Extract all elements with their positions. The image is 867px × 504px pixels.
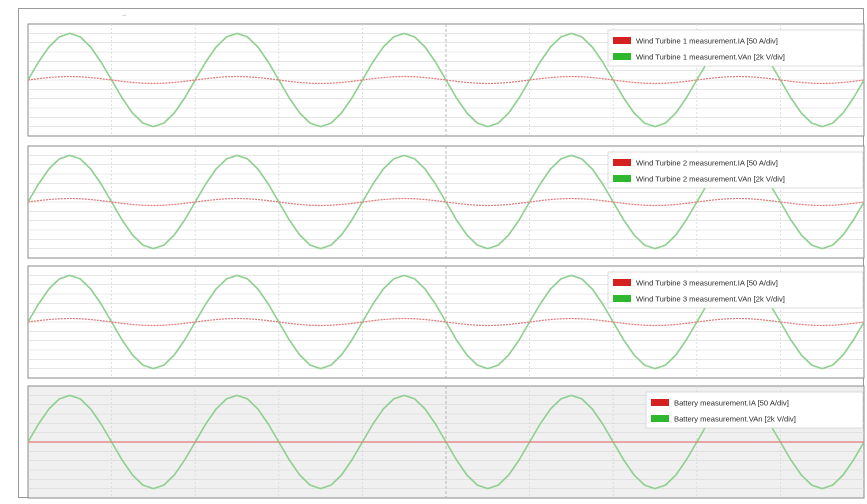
legend: Wind Turbine 2 measurement.IA [50 A/div]… [607, 151, 864, 189]
legend-swatch-current [613, 159, 631, 166]
legend-swatch-current [651, 399, 669, 406]
legend-box [607, 29, 864, 67]
legend-label-current: Wind Turbine 2 measurement.IA [50 A/div] [636, 159, 778, 168]
legend: Battery measurement.IA [50 A/div] Battery… [645, 391, 864, 429]
scope-panel-1: Wind Turbine 1 measurement.IA [50 A/div]… [27, 23, 865, 137]
grid [28, 146, 864, 258]
current-trace [27, 75, 865, 85]
legend-swatch-voltage [613, 175, 631, 182]
legend-box [607, 151, 864, 189]
current-trace [27, 197, 865, 207]
legend-swatch-current [613, 279, 631, 286]
legend-label-voltage: Battery measurement.VAn [2k V/div] [674, 415, 796, 424]
legend-swatch-voltage [651, 415, 669, 422]
legend: Wind Turbine 3 measurement.IA [50 A/div]… [607, 271, 864, 309]
legend-label-current: Wind Turbine 3 measurement.IA [50 A/div] [636, 279, 778, 288]
legend-box [607, 271, 864, 309]
time-marker: → [121, 12, 128, 18]
legend-box [645, 391, 864, 429]
scope-panel-3: Wind Turbine 3 measurement.IA [50 A/div]… [27, 265, 865, 379]
legend-swatch-voltage [613, 53, 631, 60]
scope-panel-2: Wind Turbine 2 measurement.IA [50 A/div]… [27, 145, 865, 259]
legend-swatch-voltage [613, 295, 631, 302]
legend-label-current: Wind Turbine 1 measurement.IA [50 A/div] [636, 37, 778, 46]
current-trace [27, 317, 865, 327]
legend-label-voltage: Wind Turbine 1 measurement.VAn [2k V/div… [636, 53, 785, 62]
legend: Wind Turbine 1 measurement.IA [50 A/div]… [607, 29, 864, 67]
legend-label-voltage: Wind Turbine 3 measurement.VAn [2k V/div… [636, 295, 785, 304]
legend-label-voltage: Wind Turbine 2 measurement.VAn [2k V/div… [636, 175, 785, 184]
scope-panel-4: Battery measurement.IA [50 A/div] Battery… [27, 385, 865, 499]
legend-swatch-current [613, 37, 631, 44]
legend-label-current: Battery measurement.IA [50 A/div] [674, 399, 789, 408]
